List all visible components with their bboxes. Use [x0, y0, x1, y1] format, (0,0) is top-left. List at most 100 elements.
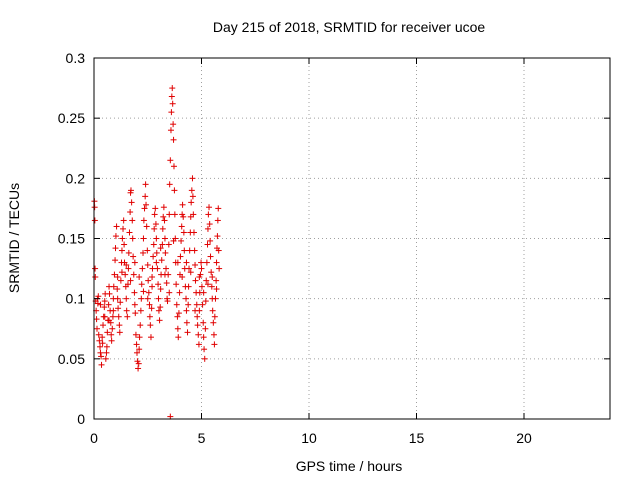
data-point [135, 360, 142, 367]
data-point [170, 121, 177, 128]
data-point [170, 237, 177, 244]
data-point [103, 349, 110, 356]
data-point [129, 217, 136, 224]
data-point [211, 341, 218, 348]
y-tick-label: 0 [77, 411, 85, 427]
data-point [169, 85, 176, 92]
data-point [156, 317, 163, 324]
data-point [192, 307, 199, 314]
data-point [153, 249, 160, 256]
data-point [123, 295, 130, 302]
data-point [122, 271, 129, 278]
data-point [213, 277, 220, 284]
data-point [139, 265, 146, 272]
data-point [109, 313, 116, 320]
data-point [94, 300, 101, 307]
data-point [101, 313, 108, 320]
data-point [208, 283, 215, 290]
data-point [120, 217, 127, 224]
data-point [195, 331, 202, 338]
data-point [124, 281, 131, 288]
data-point [145, 277, 152, 284]
data-point [127, 187, 134, 194]
data-point [137, 307, 144, 314]
data-point [158, 257, 165, 264]
data-point [170, 136, 177, 143]
data-point [195, 341, 202, 348]
data-point [106, 317, 113, 324]
data-point [193, 301, 200, 308]
data-point [215, 247, 222, 254]
data-point [166, 181, 173, 188]
data-point [115, 313, 122, 320]
data-point [179, 274, 186, 281]
data-point [131, 301, 138, 308]
data-point [161, 271, 168, 278]
data-point [153, 235, 160, 242]
data-point [173, 281, 180, 288]
data-point [160, 204, 167, 211]
data-point [118, 247, 125, 254]
data-point [97, 343, 104, 350]
data-point [200, 319, 207, 326]
data-point [155, 281, 162, 288]
data-point [96, 337, 103, 344]
data-point [119, 235, 126, 242]
axis-ticks: 0 0.05 0.1 0.15 0.2 0.25 0.3 0 5 10 15 20 [58, 50, 610, 446]
data-point [140, 217, 147, 224]
data-point [165, 241, 172, 248]
data-point [133, 341, 140, 348]
data-point [98, 361, 105, 368]
data-point [168, 93, 175, 100]
x-tick-label: 5 [198, 430, 206, 446]
data-point [92, 274, 99, 281]
data-point [138, 281, 145, 288]
data-point [204, 225, 211, 232]
data-point [150, 241, 157, 248]
data-point [214, 233, 221, 240]
data-point [183, 307, 190, 314]
data-point [102, 355, 109, 362]
data-point [164, 298, 171, 305]
data-point [113, 223, 120, 230]
data-point [186, 265, 193, 272]
data-point [202, 325, 209, 332]
data-point [108, 331, 115, 338]
data-point [198, 265, 205, 272]
data-point [200, 334, 207, 341]
data-point [146, 301, 153, 308]
data-point [205, 211, 212, 218]
data-point [203, 259, 210, 266]
data-point [115, 305, 122, 312]
data-point [203, 277, 210, 284]
data-point [127, 277, 134, 284]
y-tick-label: 0.15 [58, 231, 85, 247]
data-point [155, 295, 162, 302]
data-point [169, 100, 176, 107]
x-axis-label: GPS time / hours [296, 458, 403, 474]
data-point [173, 301, 180, 308]
y-tick-label: 0.2 [66, 170, 86, 186]
data-point [100, 322, 107, 329]
data-point [191, 247, 198, 254]
data-point [209, 307, 216, 314]
data-point [143, 223, 150, 230]
data-point [144, 247, 151, 254]
data-point [110, 307, 117, 314]
data-point [179, 201, 186, 208]
data-point [112, 245, 119, 252]
data-point [163, 280, 170, 287]
data-point [112, 233, 119, 240]
data-point [183, 319, 190, 326]
data-point [144, 295, 151, 302]
data-point [200, 289, 207, 296]
data-point [157, 245, 164, 252]
y-tick-label: 0.1 [66, 291, 86, 307]
data-point [137, 322, 144, 329]
data-point [154, 265, 161, 272]
data-point [147, 334, 154, 341]
data-point [118, 269, 125, 276]
data-point [114, 286, 121, 293]
data-point [162, 249, 169, 256]
data-point [127, 209, 134, 216]
